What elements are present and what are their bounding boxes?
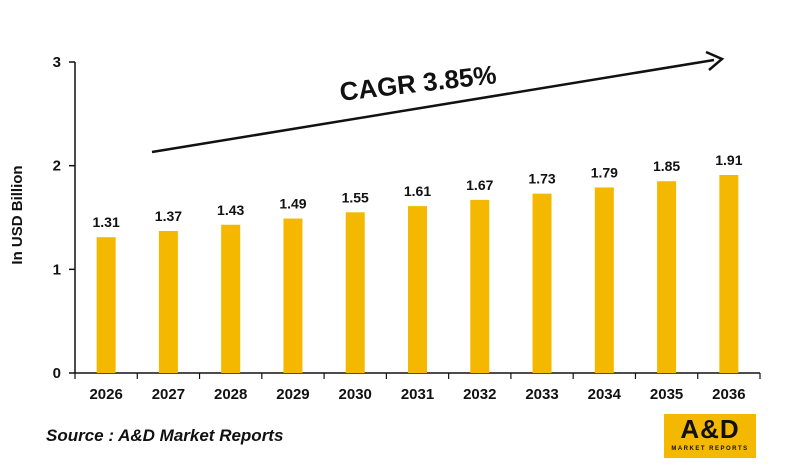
x-tick-label: 2033 — [525, 386, 558, 403]
bar — [408, 206, 427, 373]
cagr-trend-arrow — [151, 50, 725, 154]
x-tick-label: 2035 — [650, 386, 683, 403]
trend-line — [151, 58, 715, 154]
logo-wordmark: A&D — [680, 414, 740, 444]
x-tick-label: 2032 — [463, 386, 496, 403]
data-labels: 1.31 1.37 1.43 1.49 1.55 1.61 1.67 1.73 1.79 1.85… — [93, 152, 743, 230]
arrow-head — [705, 50, 725, 71]
bar — [594, 187, 614, 373]
x-tick-label: 2030 — [339, 386, 372, 403]
bar — [470, 199, 490, 373]
y-tick-label: 2 — [53, 158, 61, 175]
x-tick-label: 2036 — [712, 386, 745, 403]
brand-logo: A&D MARKET REPORTS — [664, 414, 756, 458]
x-tick-label: 2034 — [588, 386, 622, 403]
bar — [532, 193, 552, 373]
bar-value-label: 1.43 — [217, 202, 244, 218]
bar — [283, 218, 303, 373]
y-axis-label: In USD Billion — [9, 165, 26, 264]
bar-value-label: 1.61 — [404, 183, 431, 199]
bar-value-label: 1.31 — [93, 214, 120, 230]
x-tick-label: 2026 — [89, 386, 122, 403]
bars — [96, 174, 739, 373]
bar-value-label: 1.55 — [342, 189, 369, 205]
x-tick-labels: 2026 2027 2028 2029 2030 2031 2032 2033 2034 2035… — [89, 386, 745, 403]
bar-value-label: 1.91 — [715, 152, 742, 168]
y-tick-label: 3 — [53, 54, 61, 71]
y-tick-label: 0 — [53, 365, 61, 382]
x-tick-label: 2031 — [401, 386, 434, 403]
bar — [657, 181, 677, 373]
x-tick-label: 2029 — [276, 386, 309, 403]
bar-value-label: 1.73 — [528, 171, 555, 187]
y-tick-label: 1 — [53, 261, 61, 278]
bar — [719, 174, 739, 373]
bar-value-label: 1.85 — [653, 158, 680, 174]
source-note: Source : A&D Market Reports — [46, 426, 284, 445]
bar — [158, 230, 178, 373]
bar-value-label: 1.37 — [155, 208, 182, 224]
logo-tagline: MARKET REPORTS — [671, 446, 749, 452]
bar — [221, 224, 241, 373]
y-tick-labels: 0 1 2 3 — [53, 54, 61, 382]
bar-value-label: 1.49 — [279, 196, 306, 212]
x-tick-label: 2028 — [214, 386, 247, 403]
bar-value-label: 1.79 — [591, 164, 618, 180]
x-tick-label: 2027 — [152, 386, 185, 403]
bar — [345, 212, 365, 373]
bar-value-label: 1.67 — [466, 177, 493, 193]
bar — [96, 237, 116, 373]
